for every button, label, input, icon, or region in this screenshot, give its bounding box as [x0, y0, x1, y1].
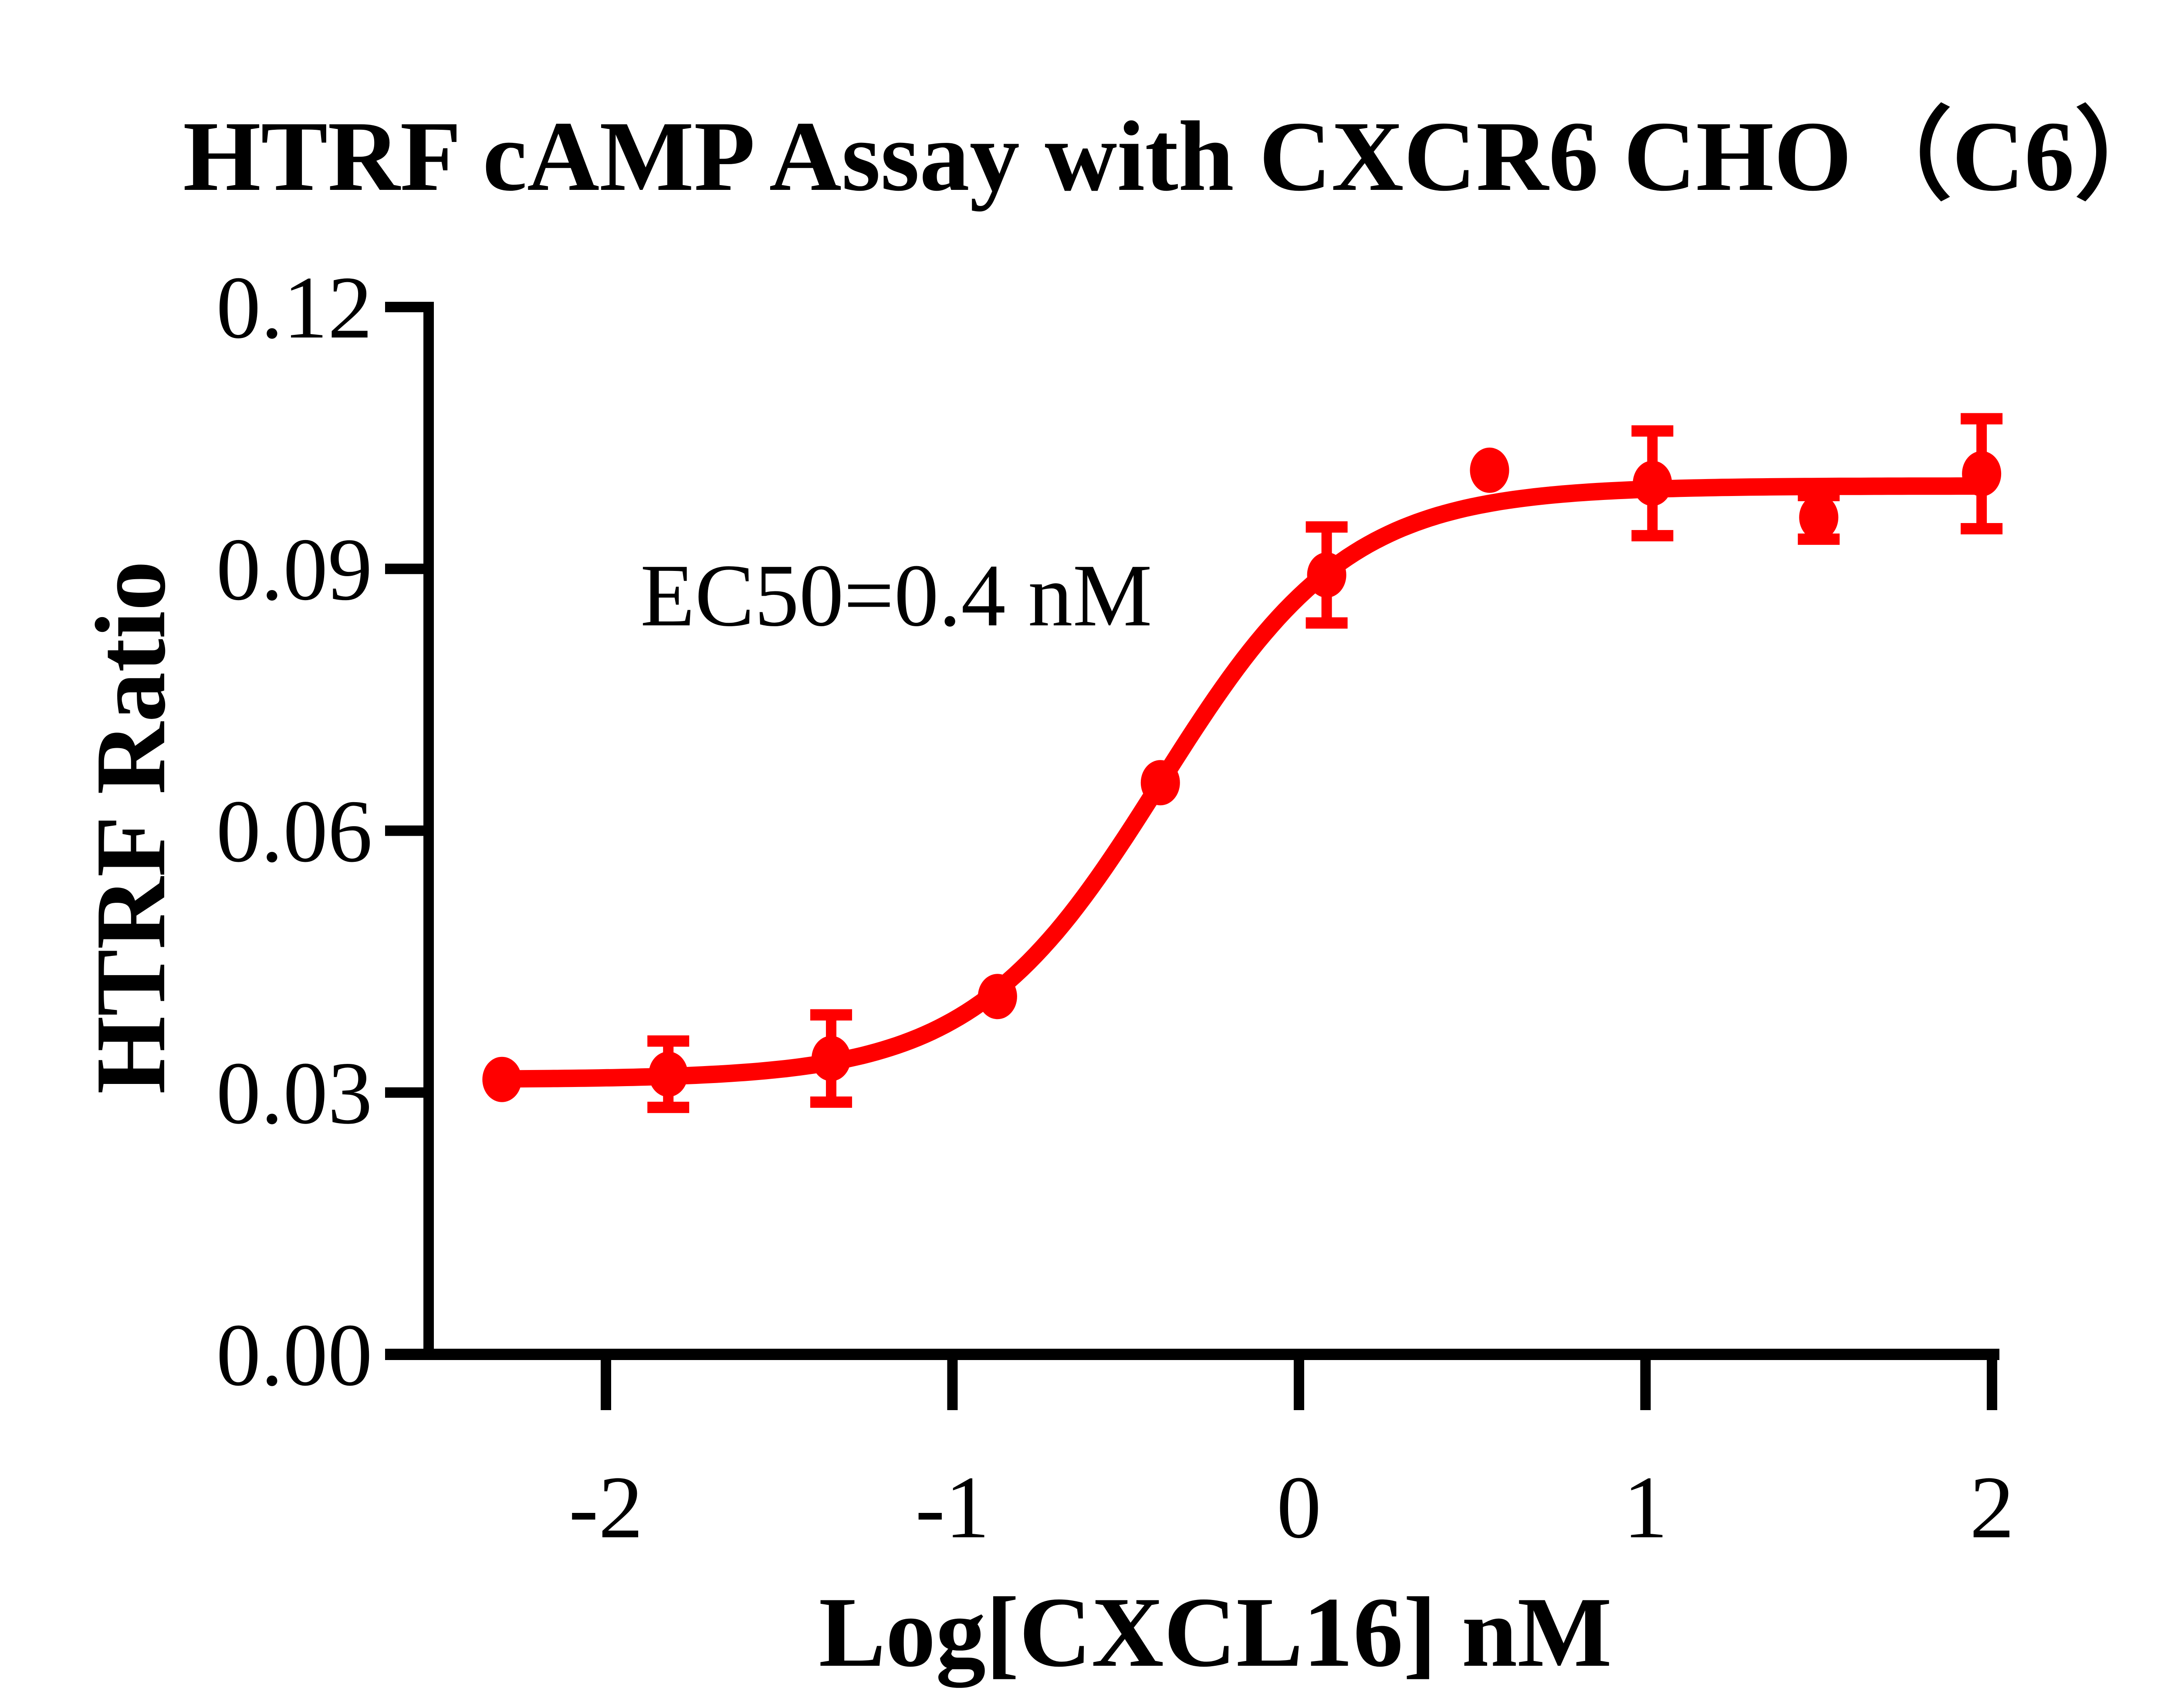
data-point — [977, 974, 1017, 1019]
y-tick-label: 0.00 — [216, 1306, 372, 1404]
data-point — [1140, 760, 1180, 806]
y-axis-line — [423, 302, 434, 1360]
x-tick-label: 0 — [1277, 1458, 1322, 1557]
x-tick-label: 1 — [1623, 1458, 1668, 1557]
error-bar-cap-bottom — [810, 1096, 852, 1108]
y-tick-mark — [385, 825, 423, 836]
error-bar-cap-top — [1305, 521, 1348, 533]
error-bar-cap-bottom — [1961, 523, 2003, 535]
error-bar-cap-bottom — [1631, 530, 1674, 542]
x-tick-label: -1 — [915, 1458, 990, 1557]
y-tick-label: 0.12 — [216, 258, 372, 357]
chart-title: HTRF cAMP Assay with CXCR6 CHO（C6） — [183, 101, 2175, 212]
error-bar-cap-top — [647, 1035, 690, 1047]
y-tick-label: 0.09 — [216, 520, 372, 619]
y-axis-title: HTRF Ratio — [75, 560, 186, 1094]
error-bar-cap-top — [1631, 425, 1674, 437]
y-tick-label: 0.06 — [216, 782, 372, 881]
x-tick-label: 2 — [1970, 1458, 2015, 1557]
data-point — [1307, 552, 1346, 598]
x-tick-label: -2 — [569, 1458, 643, 1557]
data-point — [1962, 451, 2002, 496]
error-bar-cap-top — [1961, 413, 2003, 425]
dose-response-series — [482, 413, 2003, 1113]
x-tick-mark — [1987, 1360, 1997, 1410]
axes-layer: 0.00 0.03 0.06 0.09 0.12 -2 -1 0 1 2 — [216, 258, 2014, 1557]
ec50-annotation: EC50=0.4 nM — [640, 546, 1152, 645]
y-tick-mark — [385, 1349, 423, 1360]
data-point — [482, 1057, 522, 1102]
data-point — [649, 1051, 688, 1097]
y-tick-label: 0.03 — [216, 1044, 372, 1143]
data-point — [1799, 495, 1839, 540]
y-tick-mark — [385, 302, 423, 312]
x-axis-line — [385, 1349, 1999, 1360]
data-point — [812, 1036, 851, 1081]
error-bar-cap-top — [810, 1009, 852, 1021]
x-axis-title: Log[CXCL16] nM — [818, 1576, 1612, 1688]
x-tick-mark — [1294, 1360, 1304, 1410]
y-tick-mark — [385, 564, 423, 574]
data-point — [1470, 447, 1509, 493]
y-tick-mark — [385, 1087, 423, 1098]
error-bar-cap-bottom — [647, 1101, 690, 1113]
x-tick-mark — [601, 1360, 611, 1410]
x-tick-mark — [947, 1360, 958, 1410]
error-bar-cap-bottom — [1305, 617, 1348, 629]
x-tick-mark — [1640, 1360, 1651, 1410]
fit-curve — [493, 477, 1987, 1088]
data-point — [1633, 460, 1672, 506]
